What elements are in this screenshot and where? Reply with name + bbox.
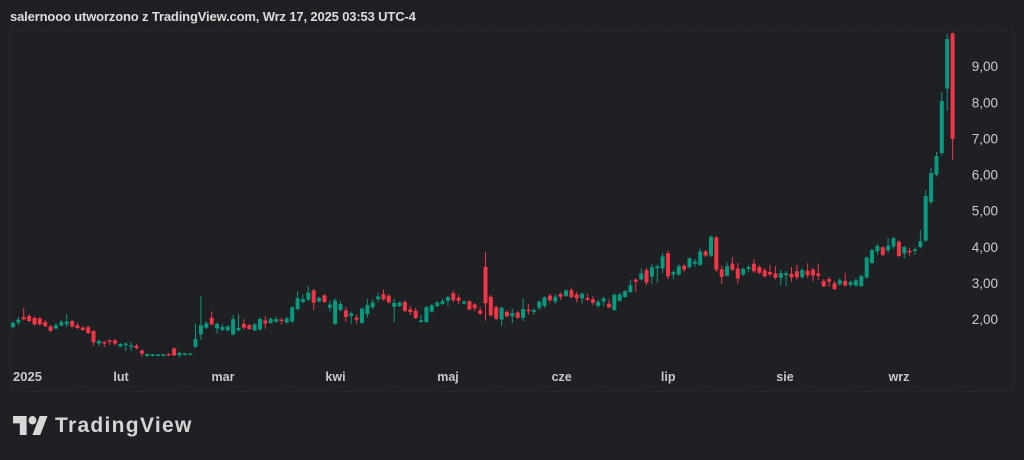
svg-text:lut: lut [113, 370, 129, 384]
svg-text:lip: lip [661, 370, 676, 384]
svg-text:2,00: 2,00 [972, 312, 998, 327]
svg-text:2025: 2025 [13, 369, 42, 384]
svg-text:5,00: 5,00 [972, 204, 998, 219]
svg-text:9,00: 9,00 [972, 59, 998, 74]
svg-text:cze: cze [552, 370, 572, 384]
svg-text:maj: maj [437, 370, 459, 384]
svg-text:7,00: 7,00 [972, 131, 998, 146]
svg-text:kwi: kwi [325, 370, 345, 384]
svg-text:6,00: 6,00 [972, 168, 998, 183]
svg-text:4,00: 4,00 [972, 240, 998, 255]
svg-text:8,00: 8,00 [972, 95, 998, 110]
svg-text:mar: mar [212, 370, 235, 384]
svg-text:sie: sie [776, 370, 793, 384]
svg-text:3,00: 3,00 [972, 276, 998, 291]
svg-text:wrz: wrz [888, 370, 910, 384]
